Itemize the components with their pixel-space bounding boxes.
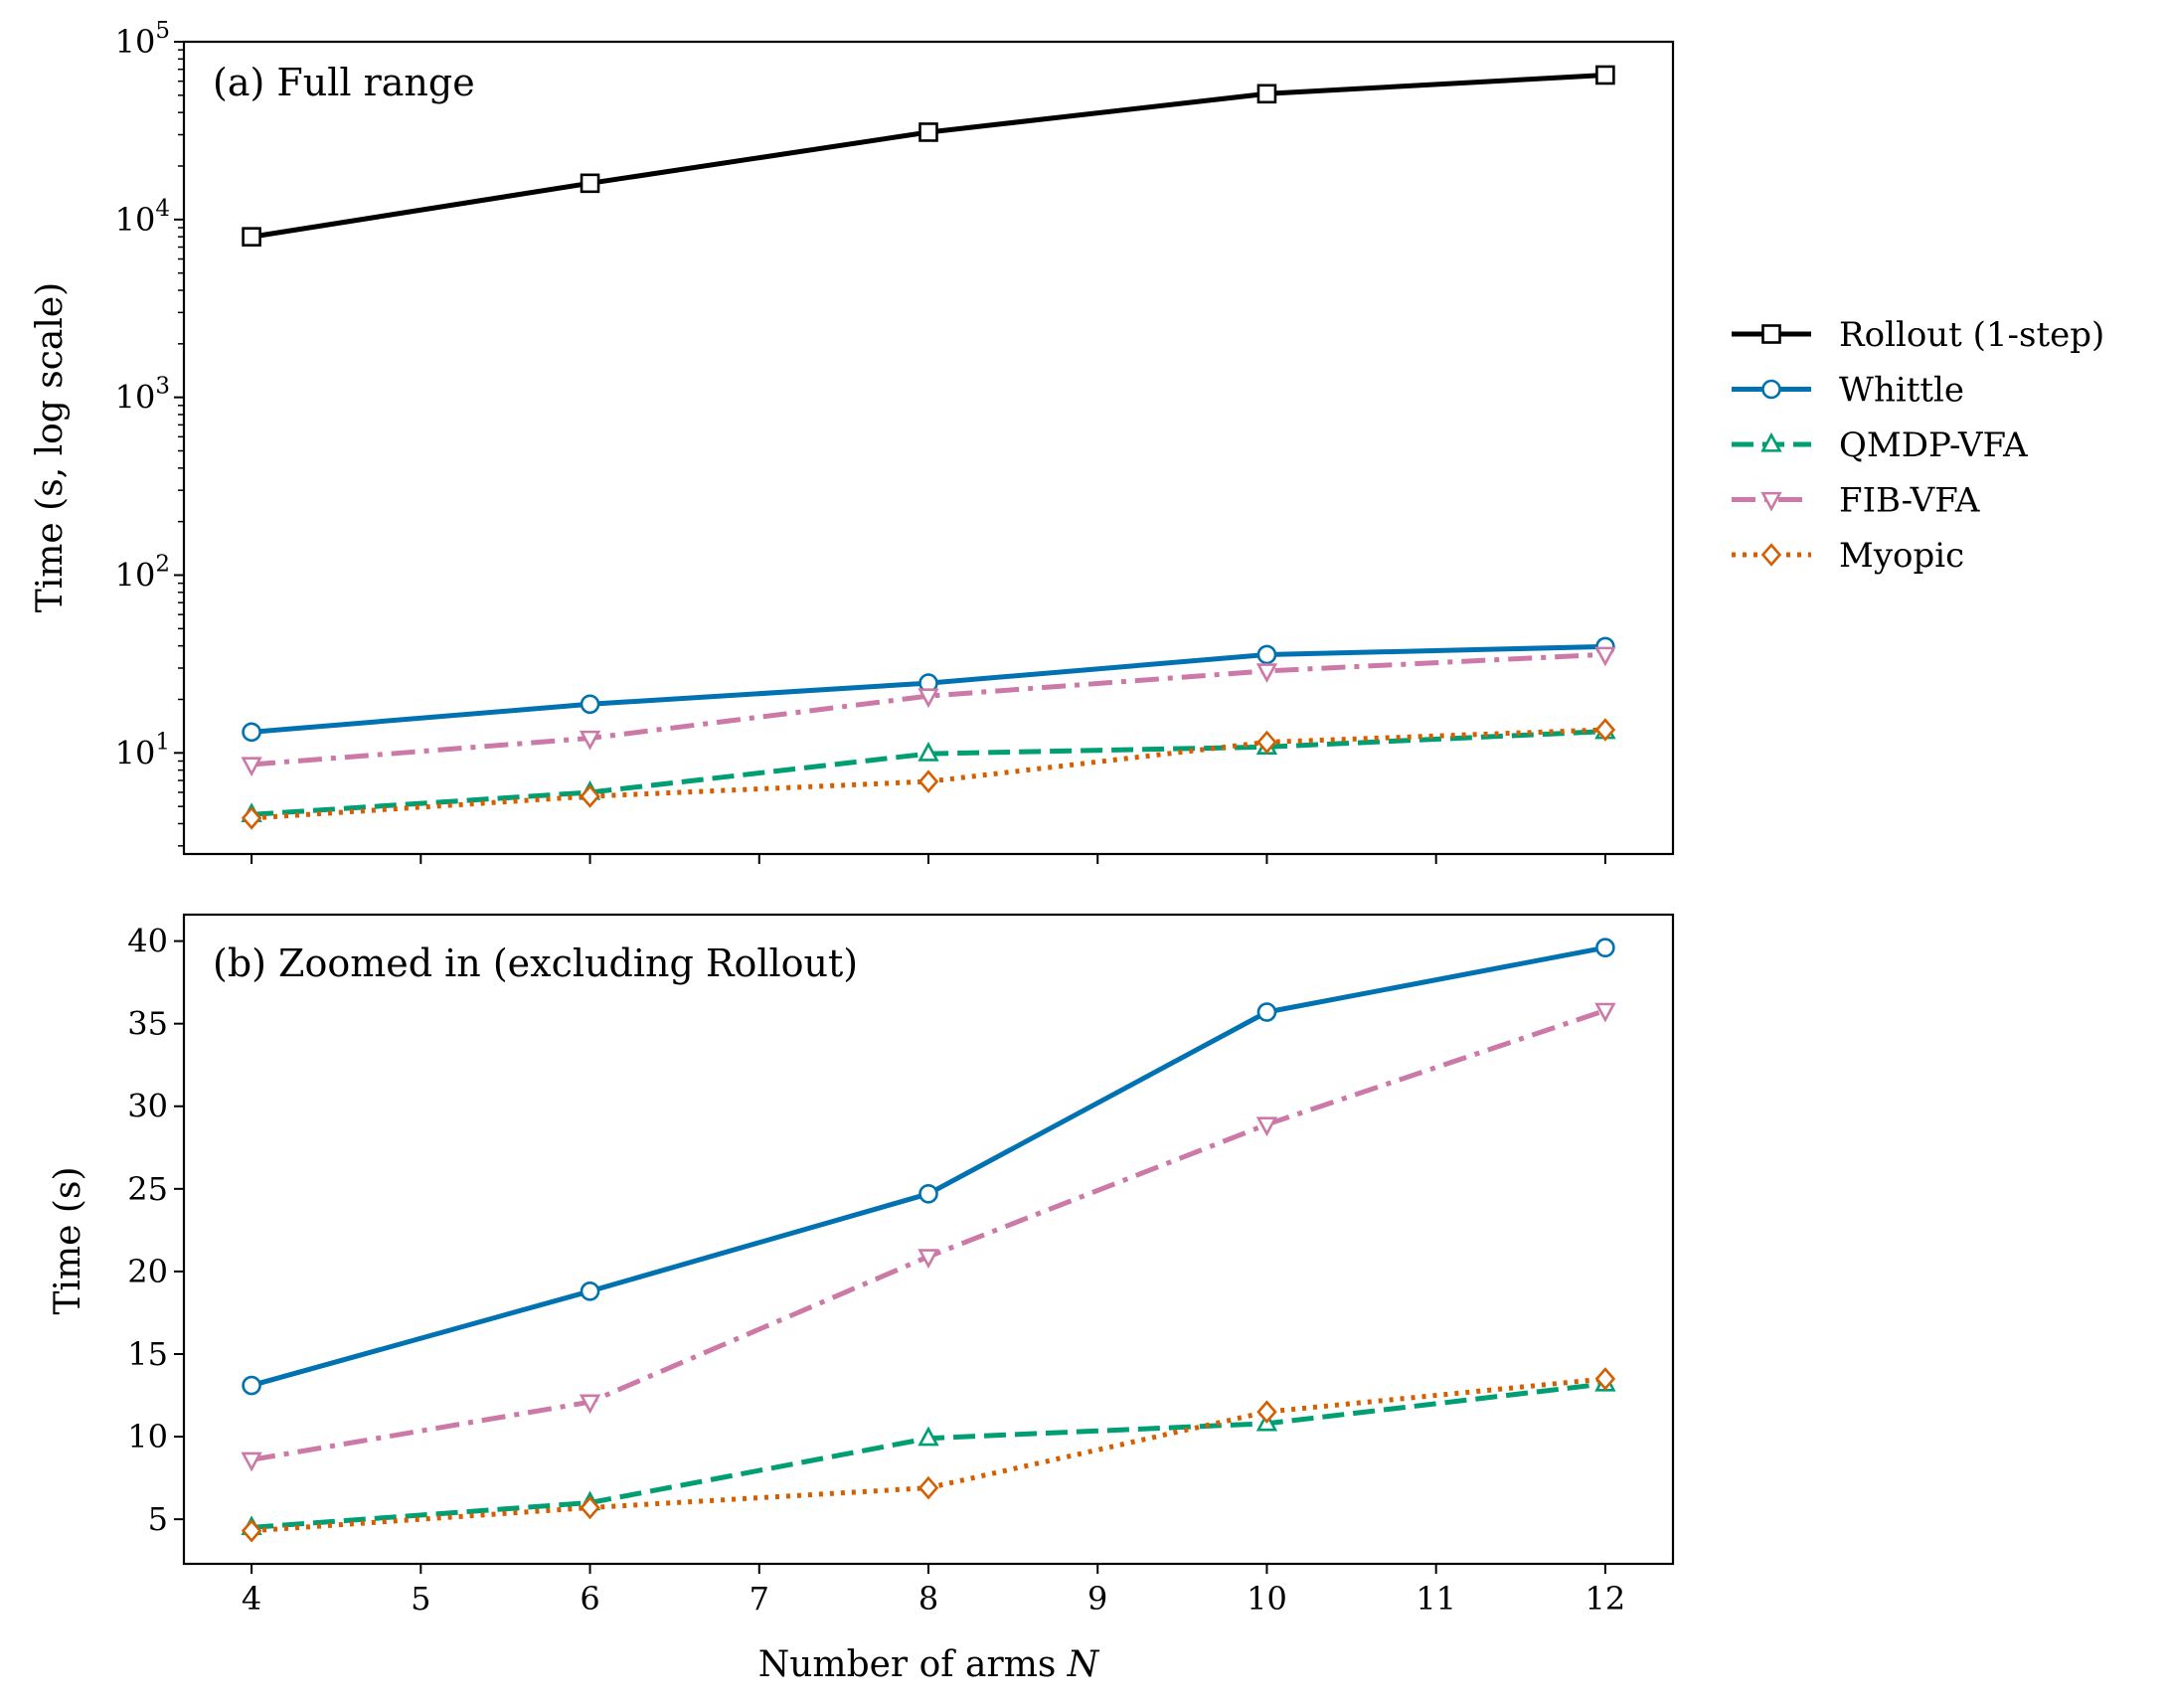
panel-a-marker-whittle [242, 722, 261, 743]
panel-a-marker-whittle [580, 694, 600, 715]
panel-b-marker-fib-vfa [917, 1249, 939, 1270]
panel-b-y-tick-label: 35 [127, 1005, 168, 1043]
panel-a-y-axis-label: Time (s, log scale) [30, 282, 71, 612]
panel-a-marker-fib-vfa [1594, 646, 1616, 667]
panel-b-x-tick-label: 4 [242, 1580, 261, 1618]
panel-a-marker-fib-vfa [917, 688, 939, 709]
legend-marker-qmdp-vfa [1760, 431, 1782, 452]
panel-a-marker-myopic [580, 784, 600, 808]
panel-b-marker-myopic [241, 1519, 262, 1543]
legend-marker-fib-vfa [1760, 491, 1782, 512]
panel-a-marker-rollout-1-step [1256, 84, 1277, 104]
panel-a-y-tick-label: 104 [115, 196, 170, 239]
panel-a-marker-fib-vfa [1255, 663, 1278, 683]
panel-b-zoomed-in: 4 5 6 7 8 9 10 11 12 5 10 15 20 25 30 35 40 (b) Zoomed i… [48, 913, 1675, 1685]
panel-a-full-range: 101 102 103 104 105 (a) Full range Time (s, … [30, 18, 1675, 864]
panel-a-marker-rollout-1-step [242, 227, 261, 247]
panel-a-series-fib-vfa [241, 646, 1616, 777]
panel-a-marker-rollout-1-step [918, 122, 938, 142]
legend-marker-rollout-1-step [1761, 324, 1781, 344]
legend-label-qmdp-vfa: QMDP-VFA [1839, 426, 2028, 465]
legend-marker-whittle [1761, 379, 1781, 400]
panel-b-y-tick-label: 40 [127, 923, 168, 960]
panel-a-marker-myopic [1256, 730, 1277, 755]
panel-b-x-tick-label: 10 [1247, 1580, 1287, 1618]
panel-a-marker-myopic [917, 769, 939, 793]
panel-a-series [241, 65, 1616, 830]
panel-b-x-tick-label: 8 [918, 1580, 938, 1618]
panel-b-marker-fib-vfa [1594, 1002, 1616, 1023]
panel-b-marker-whittle [1256, 1002, 1277, 1022]
panel-b-x-tick-label: 6 [580, 1580, 599, 1618]
panel-a-marker-myopic [1594, 718, 1616, 742]
panel-a-frame [182, 40, 1675, 856]
panel-b-marker-whittle [918, 1184, 938, 1204]
panel-a-marker-qmdp-vfa [917, 742, 939, 762]
panel-b-marker-myopic [1256, 1400, 1277, 1424]
panel-b-marker-whittle [1595, 938, 1615, 958]
panel-b-frame [182, 913, 1675, 1566]
panel-b-marker-myopic [580, 1495, 600, 1520]
panel-a-marker-fib-vfa [241, 757, 262, 777]
panel-a-marker-whittle [1256, 644, 1277, 665]
panel-b-y-tick-label: 30 [127, 1088, 168, 1125]
legend-entry-rollout-1-step: Rollout (1-step) [1732, 315, 2104, 355]
panel-a-marker-rollout-1-step [1595, 65, 1615, 85]
legend-entry-fib-vfa: FIB-VFA [1732, 481, 1980, 521]
panel-b-marker-fib-vfa [1255, 1116, 1278, 1137]
panel-b-series [241, 938, 1616, 1543]
panel-a-y-tick-label: 101 [115, 729, 170, 771]
panel-b-x-tick-label: 7 [750, 1580, 769, 1618]
panel-b-marker-myopic [917, 1475, 939, 1500]
panel-b-x-tick-label: 5 [411, 1580, 430, 1618]
panel-a-line-fib-vfa [250, 651, 1606, 768]
panel-a-marker-rollout-1-step [580, 173, 600, 194]
legend-marker-myopic [1760, 543, 1782, 567]
panel-b-marker-whittle [242, 1375, 261, 1396]
panel-a-title: (a) Full range [213, 61, 475, 104]
panel-b-marker-whittle [580, 1281, 600, 1301]
panel-b-marker-qmdp-vfa [917, 1426, 939, 1447]
panel-b-y-axis-label: Time (s) [48, 1167, 88, 1315]
panel-b-x-tick-label: 9 [1087, 1580, 1107, 1618]
legend-entry-whittle: Whittle [1732, 371, 1964, 411]
panel-b-marker-myopic [1594, 1367, 1616, 1391]
panel-b-y-tick-label: 5 [148, 1500, 168, 1538]
legend-label-rollout-1-step: Rollout (1-step) [1839, 315, 2104, 355]
panel-b-title: (b) Zoomed in (excluding Rollout) [213, 941, 858, 985]
panel-b-series-myopic [241, 1367, 1616, 1543]
panel-b-y-tick-label: 15 [127, 1335, 168, 1373]
legend-entry-qmdp-vfa: QMDP-VFA [1732, 426, 2028, 465]
panel-b-x-tick-label: 11 [1416, 1580, 1456, 1618]
panel-a-series-myopic [241, 718, 1616, 830]
panel-b-ticks: 4 5 6 7 8 9 10 11 12 5 10 15 20 25 30 35 40 [127, 923, 1625, 1618]
legend-entry-myopic: Myopic [1732, 536, 1964, 576]
panel-a-ticks: 101 102 103 104 105 [115, 18, 1606, 864]
panel-b-y-tick-label: 20 [127, 1253, 168, 1290]
panel-b-marker-fib-vfa [579, 1394, 601, 1415]
panel-b-marker-fib-vfa [241, 1452, 262, 1472]
panel-b-y-tick-label: 25 [127, 1170, 168, 1208]
legend-label-myopic: Myopic [1839, 536, 1964, 576]
panel-a-y-tick-label: 105 [115, 18, 170, 61]
panel-b-y-tick-label: 10 [127, 1418, 168, 1455]
legend-label-fib-vfa: FIB-VFA [1839, 481, 1980, 521]
panel-a-y-tick-label: 102 [115, 551, 170, 594]
panel-b-series-fib-vfa [241, 1002, 1616, 1472]
x-axis-label: Number of arms N [758, 1644, 1100, 1685]
panel-a-y-tick-label: 103 [115, 374, 170, 417]
panel-a-series-rollout-1-step [242, 65, 1615, 247]
panel-b-series-whittle [242, 938, 1615, 1396]
panel-a-marker-myopic [241, 806, 262, 830]
panel-a-marker-fib-vfa [579, 730, 601, 751]
panel-b-x-tick-label: 12 [1585, 1580, 1626, 1618]
legend: Rollout (1-step) Whittle QMDP-VFA FIB-VFA My… [1732, 315, 2104, 576]
legend-label-whittle: Whittle [1839, 371, 1964, 411]
